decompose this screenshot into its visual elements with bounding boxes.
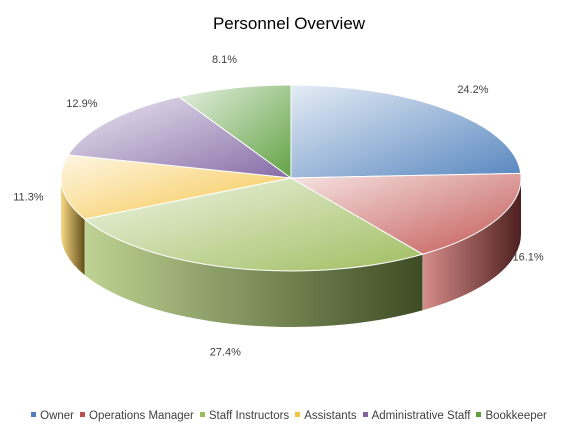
legend-item-3: Assistants <box>295 410 357 422</box>
pie-slice-3 <box>60 154 292 220</box>
legend-label: Administrative Staff <box>371 410 471 422</box>
legend-item-2: Staff Instructors <box>199 410 290 422</box>
data-label-3: 11.3% <box>13 192 44 204</box>
pie-slice-1 <box>289 172 522 255</box>
legend-item-1: Operations Manager <box>80 410 194 422</box>
legend-label: Bookkeeper <box>485 410 547 422</box>
pie-slice-4 <box>67 96 293 179</box>
pie-sides <box>61 178 521 327</box>
legend-swatch <box>199 412 205 418</box>
legend-label: Assistants <box>304 410 357 422</box>
legend: Owner Operations Manager Staff Instructors… <box>0 410 578 422</box>
data-label-5: 8.1% <box>212 54 237 66</box>
legend-swatch <box>80 412 86 418</box>
pie-side-1 <box>422 178 521 311</box>
legend-item-4: Administrative Staff <box>362 410 471 422</box>
legend-label: Operations Manager <box>89 410 194 422</box>
pie-labels: 24.2% 16.1% 27.4% 11.3% 12.9% 8.1% <box>13 54 544 358</box>
chart-title: Personnel Overview <box>212 14 366 33</box>
legend-label: Staff Instructors <box>208 410 290 422</box>
data-label-2: 27.4% <box>210 346 241 358</box>
pie-tops <box>60 84 522 272</box>
legend-swatch <box>362 412 368 418</box>
legend-swatch <box>476 412 482 418</box>
legend-item-5: Bookkeeper <box>476 410 547 422</box>
data-label-0: 24.2% <box>457 84 488 96</box>
legend-item-0: Owner <box>31 410 74 422</box>
pie-slice-2 <box>83 177 424 272</box>
data-label-4: 12.9% <box>66 98 97 110</box>
legend-swatch <box>295 412 301 418</box>
legend-swatch <box>31 412 37 418</box>
pie-slice-5 <box>177 84 292 179</box>
data-label-1: 16.1% <box>512 252 543 264</box>
pie-side-3 <box>61 178 85 276</box>
pie-slice-0 <box>290 84 522 179</box>
legend-label: Owner <box>40 410 75 422</box>
pie-side-2 <box>84 219 423 327</box>
